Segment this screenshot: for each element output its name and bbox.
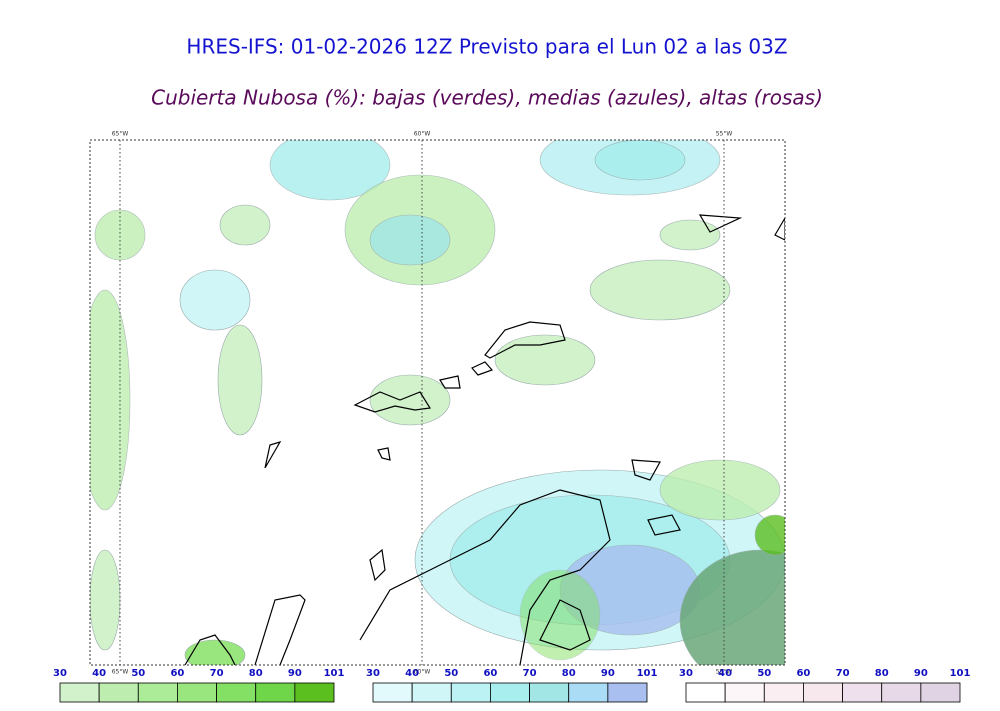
colorbar-tick-label: 101	[324, 668, 345, 679]
colorbar-tick-label: 60	[170, 668, 184, 679]
colorbar-tick-label: 40	[405, 668, 419, 679]
lon-label: 55°W	[716, 131, 733, 138]
colorbar-swatch	[607, 682, 648, 703]
title: HRES-IFS: 01-02-2026 12Z Previsto para e…	[186, 35, 787, 59]
colorbar-tick-label: 90	[601, 668, 615, 679]
colorbar-tick-label: 80	[562, 668, 576, 679]
colorbar-tick-label: 80	[875, 668, 889, 679]
meridians	[119, 140, 725, 665]
colorbar-tick-label: 90	[914, 668, 928, 679]
colorbar: 30 40 50 60 70 80 90 101	[53, 668, 345, 703]
map: 65°W 60°W 55°W 65°W 60°W 55°W	[89, 131, 786, 676]
colorbar-tick-label: 70	[210, 668, 224, 679]
colorbar-swatch	[842, 682, 883, 703]
coastlines	[184, 214, 785, 665]
colorbar-tick-label: 90	[288, 668, 302, 679]
colorbar-tick-label: 50	[444, 668, 458, 679]
colorbar-tick-label: 30	[366, 668, 380, 679]
colorbar-tick-label: 60	[483, 668, 497, 679]
colorbar-swatch	[529, 682, 570, 703]
lon-label: 60°W	[414, 669, 431, 676]
colorbar-swatch	[411, 682, 452, 703]
colorbar-swatch	[920, 682, 961, 703]
colorbar-swatch	[490, 682, 530, 703]
colorbar-swatch	[685, 682, 726, 703]
colorbar-tick-label: 70	[836, 668, 850, 679]
colorbar-swatch	[98, 682, 139, 703]
lon-label: 65°W	[112, 669, 129, 676]
colorbar-swatch	[294, 682, 335, 703]
colorbar-tick-label: 60	[796, 668, 810, 679]
colorbar-swatch	[568, 682, 609, 703]
colorbar-tick-label: 101	[637, 668, 658, 679]
colorbar-swatch	[372, 682, 413, 703]
lon-label: 65°W	[112, 131, 129, 138]
colorbar-tick-label: 50	[757, 668, 771, 679]
map-frame	[89, 139, 786, 666]
colorbar: 30 40 50 60 70 80 90 101	[679, 668, 971, 703]
lon-label: 60°W	[414, 131, 431, 138]
colorbar-tick-label: 40	[718, 668, 732, 679]
colorbar-tick-label: 70	[523, 668, 537, 679]
colorbar-tick-label: 30	[679, 668, 693, 679]
colorbar-swatch	[881, 682, 922, 703]
colorbar-swatch	[137, 682, 178, 703]
colorbar-swatch	[59, 682, 100, 703]
lon-label: 55°W	[716, 669, 733, 676]
colorbar-tick-label: 101	[950, 668, 971, 679]
clouds	[90, 140, 785, 665]
colorbar-tick-label: 80	[249, 668, 263, 679]
colorbar-swatch	[177, 682, 217, 703]
colorbar-tick-label: 40	[92, 668, 106, 679]
colorbar-swatch	[724, 682, 765, 703]
colorbar-tick-label: 30	[53, 668, 67, 679]
legends: 30 40 50 60 70 80 90 101 30 40 50 60 70 80 90 101 30 40 50…	[53, 668, 971, 703]
colorbar-swatch	[763, 682, 804, 703]
colorbar-swatch	[803, 682, 843, 703]
colorbar: 30 40 50 60 70 80 90 101	[366, 668, 658, 703]
colorbar-swatch	[255, 682, 296, 703]
colorbar-tick-label: 50	[131, 668, 145, 679]
colorbar-swatch	[450, 682, 491, 703]
subtitle: Cubierta Nubosa (%): bajas (verdes), med…	[151, 86, 823, 110]
colorbar-swatch	[216, 682, 257, 703]
